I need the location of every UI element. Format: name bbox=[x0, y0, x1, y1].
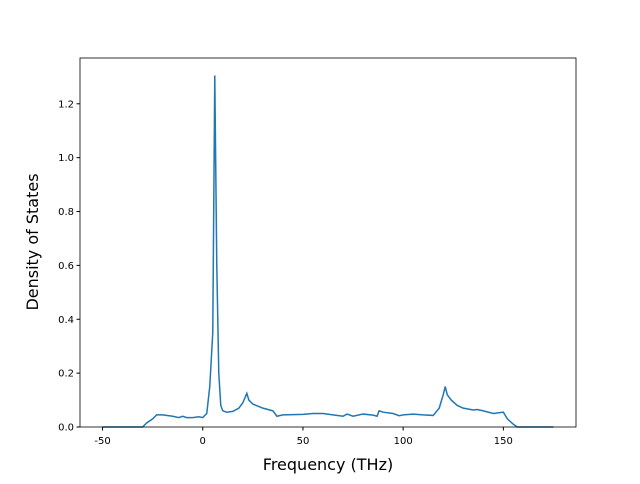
y-tick-label: 0.0 bbox=[58, 423, 74, 434]
x-tick-label: 50 bbox=[297, 436, 310, 447]
y-tick-label: 0.4 bbox=[58, 315, 74, 326]
y-tick-label: 0.6 bbox=[58, 261, 74, 272]
x-tick-label: 150 bbox=[494, 436, 513, 447]
plot-frame bbox=[79, 57, 577, 428]
x-tick-label: 100 bbox=[394, 436, 413, 447]
y-axis-label: Density of States bbox=[23, 173, 42, 310]
y-tick-label: 0.2 bbox=[58, 369, 74, 380]
y-tick-label: 1.2 bbox=[58, 99, 74, 110]
x-axis-label: Frequency (THz) bbox=[263, 455, 393, 474]
y-tick-label: 0.8 bbox=[58, 207, 74, 218]
line-series bbox=[102, 75, 554, 428]
y-tick-label: 1.0 bbox=[58, 153, 74, 164]
x-tick-label: 0 bbox=[200, 436, 206, 447]
x-tick-label: -50 bbox=[94, 436, 110, 447]
